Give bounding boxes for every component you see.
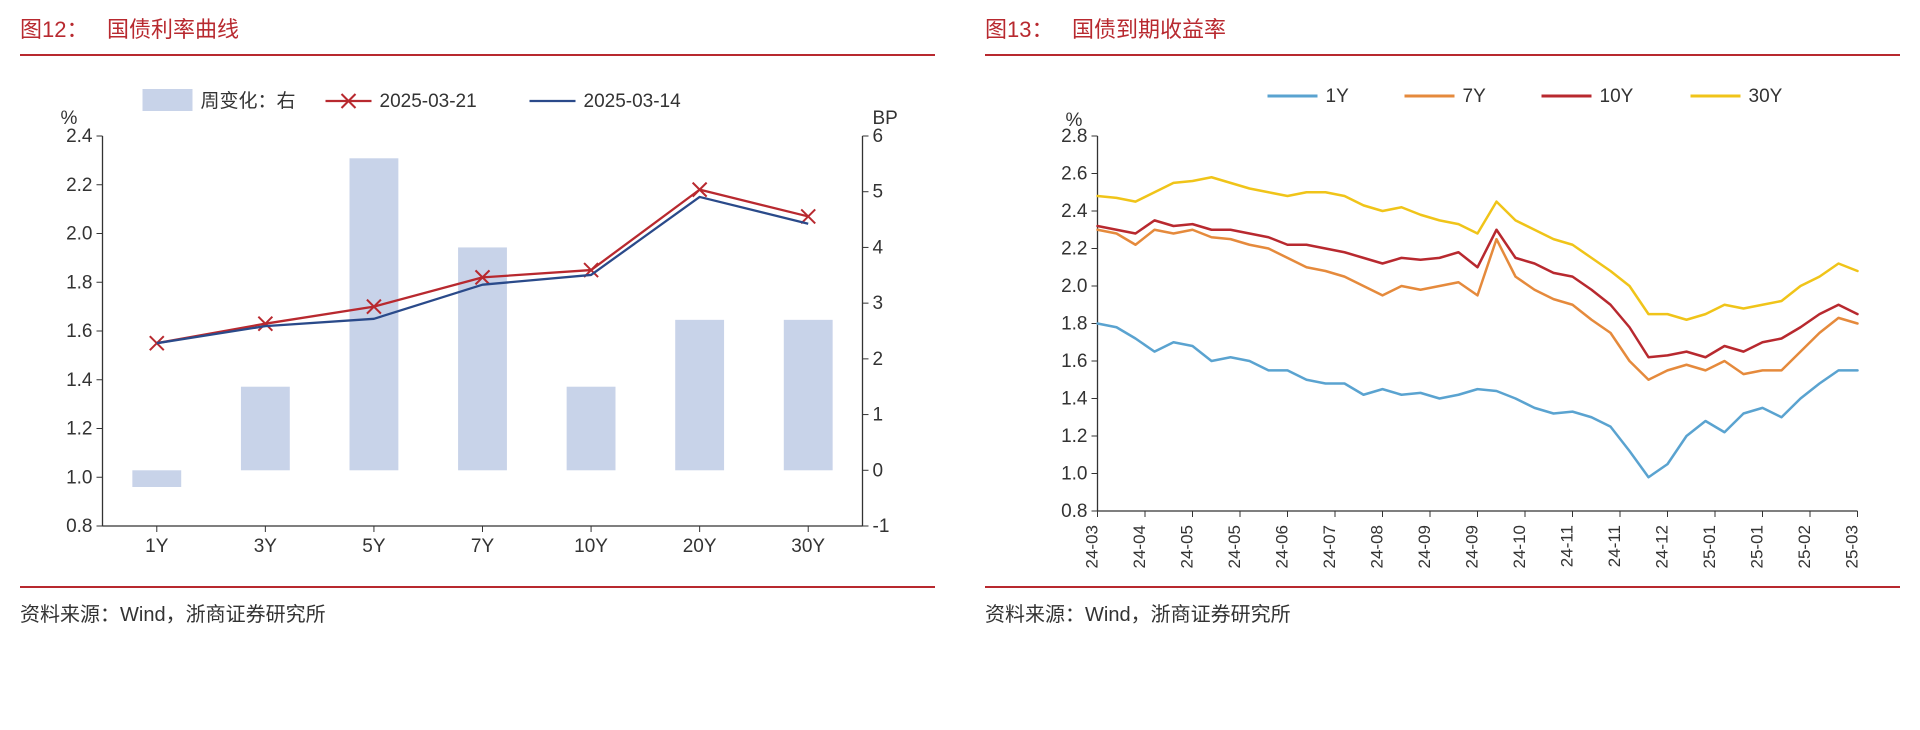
svg-text:1.2: 1.2 [66,419,92,440]
svg-text:0.8: 0.8 [66,516,92,537]
svg-text:1Y: 1Y [1326,86,1350,107]
svg-text:3Y: 3Y [254,536,278,557]
panel-ytm: 图13： 国债到期收益率 1Y7Y10Y30Y%0.81.01.21.41.61… [985,8,1900,627]
figure-number: 图12： [20,17,88,42]
svg-text:24-11: 24-11 [1558,525,1577,567]
svg-text:2025-03-21: 2025-03-21 [380,91,477,112]
svg-text:30Y: 30Y [1749,86,1783,107]
svg-text:20Y: 20Y [683,536,717,557]
svg-text:7Y: 7Y [471,536,495,557]
svg-text:2.4: 2.4 [1061,201,1088,222]
svg-text:0.8: 0.8 [1061,501,1087,522]
svg-text:6: 6 [873,126,884,147]
svg-text:10Y: 10Y [1600,86,1634,107]
svg-text:2.0: 2.0 [1061,276,1087,297]
yield-curve-chart: 周变化：右2025-03-212025-03-14%BP0.81.01.21.4… [20,56,935,586]
source-line: 资料来源：Wind，浙商证券研究所 [985,586,1900,627]
svg-text:25-02: 25-02 [1795,525,1814,568]
svg-text:1.2: 1.2 [1061,426,1087,447]
figure-number: 图13： [985,17,1053,42]
figure-name: 国债到期收益率 [1072,17,1226,42]
svg-text:5: 5 [873,182,884,203]
svg-text:1.4: 1.4 [66,370,93,391]
svg-text:24-08: 24-08 [1368,525,1387,568]
svg-text:周变化：右: 周变化：右 [201,90,296,112]
ytm-chart: 1Y7Y10Y30Y%0.81.01.21.41.61.82.02.22.42.… [985,56,1900,586]
panel-yield-curve: 图12： 国债利率曲线 周变化：右2025-03-212025-03-14%BP… [20,8,935,627]
svg-text:4: 4 [873,237,884,258]
svg-text:1.4: 1.4 [1061,389,1088,410]
svg-text:24-05: 24-05 [1225,525,1244,568]
svg-text:24-11: 24-11 [1605,525,1624,567]
svg-text:24-03: 24-03 [1083,525,1102,568]
svg-text:2: 2 [873,349,884,370]
svg-text:1Y: 1Y [145,536,169,557]
svg-text:25-01: 25-01 [1700,525,1719,568]
svg-text:1.8: 1.8 [1061,314,1087,335]
svg-text:5Y: 5Y [362,536,386,557]
svg-text:30Y: 30Y [791,536,825,557]
figure-title-row: 图12： 国债利率曲线 [20,8,935,56]
svg-text:24-05: 24-05 [1178,525,1197,568]
svg-text:1.6: 1.6 [66,321,92,342]
svg-text:2.2: 2.2 [66,175,92,196]
svg-text:1.8: 1.8 [66,272,92,293]
svg-text:3: 3 [873,293,884,314]
svg-text:25-01: 25-01 [1748,525,1767,568]
svg-text:24-12: 24-12 [1653,525,1672,568]
svg-text:25-03: 25-03 [1843,525,1862,568]
svg-text:2.8: 2.8 [1061,126,1087,147]
svg-text:1.0: 1.0 [66,467,92,488]
svg-text:24-10: 24-10 [1510,525,1529,568]
svg-text:1: 1 [873,405,884,426]
figure-name: 国债利率曲线 [107,17,239,42]
svg-text:24-06: 24-06 [1273,525,1292,568]
svg-text:0: 0 [873,460,884,481]
svg-text:2.2: 2.2 [1061,239,1087,260]
svg-text:2.0: 2.0 [66,224,92,245]
svg-text:24-07: 24-07 [1320,525,1339,568]
source-line: 资料来源：Wind，浙商证券研究所 [20,586,935,627]
svg-text:24-09: 24-09 [1415,525,1434,568]
svg-text:7Y: 7Y [1463,86,1487,107]
svg-text:10Y: 10Y [574,536,608,557]
svg-text:2.4: 2.4 [66,126,93,147]
svg-text:1.6: 1.6 [1061,351,1087,372]
svg-text:24-09: 24-09 [1463,525,1482,568]
svg-text:2.6: 2.6 [1061,164,1087,185]
svg-text:24-04: 24-04 [1130,525,1149,568]
svg-text:1.0: 1.0 [1061,464,1087,485]
svg-text:-1: -1 [873,516,890,537]
figure-title-row: 图13： 国债到期收益率 [985,8,1900,56]
svg-text:2025-03-14: 2025-03-14 [584,91,682,112]
